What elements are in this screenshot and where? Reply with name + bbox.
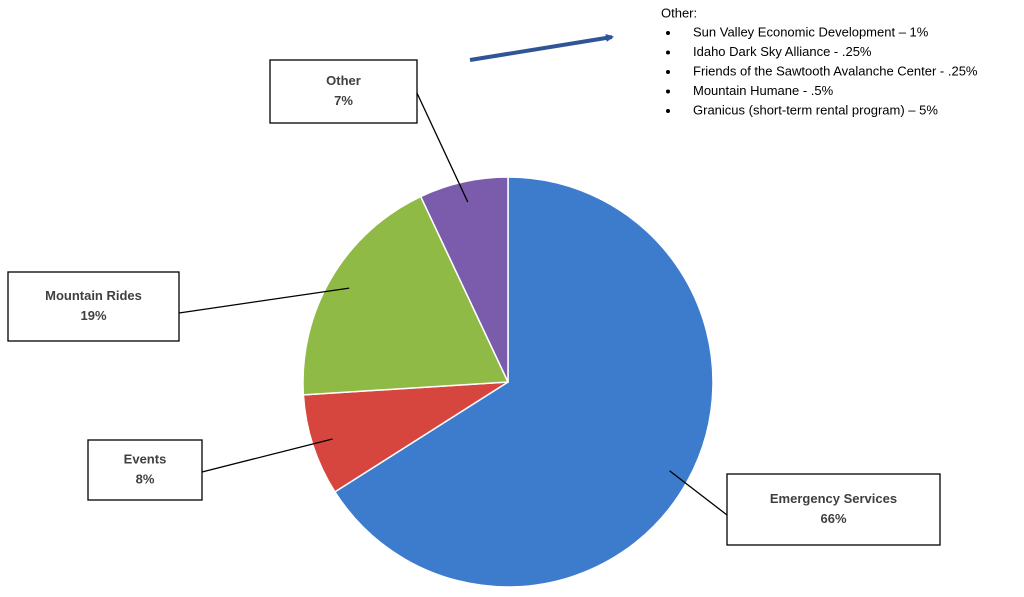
pie-slice [302,195,510,396]
bullet [666,70,670,74]
bullet [666,89,670,94]
slice-value-label: 7% [334,93,353,108]
slice-label: Other [326,73,361,88]
slice-value-label: 66% [820,511,846,526]
annotation-title: Other: [661,5,697,20]
slice-value-label: 8% [136,471,155,486]
slice-value-label: 19% [80,308,106,323]
annotation-item: Friends of the Sawtooth Avalanche Center… [693,63,978,78]
leader-line [669,470,728,516]
pie-slice [333,176,714,588]
annotation-item: Sun Valley Economic Development – 1% [693,24,929,39]
annotation-item: Granicus (short-term rental program) – 5… [693,102,938,117]
pie-slice [419,176,509,383]
annotation-item: Mountain Humane - .5% [693,83,834,98]
leader-line [178,287,350,314]
slice-label: Emergency Services [770,491,897,506]
label-box [7,271,180,342]
slice-label: Mountain Rides [45,288,142,303]
pie-slice [302,381,509,493]
label-box [269,59,418,124]
bullet [666,50,670,55]
leader-line [201,438,333,473]
arrow [469,34,614,62]
label-box [726,473,941,546]
label-box [87,439,203,501]
bullet [666,109,670,113]
annotation-item: Idaho Dark Sky Alliance - .25% [693,44,872,59]
bullet [666,31,670,35]
leader-line [416,92,469,203]
slice-label: Events [124,451,167,466]
